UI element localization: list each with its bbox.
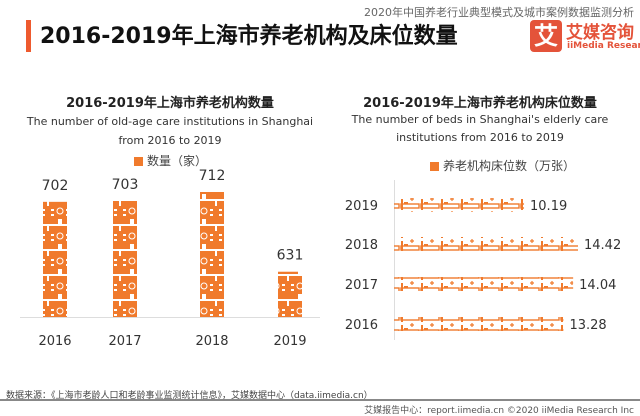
left-chart-title: 2016-2019年上海市养老机构数量 — [66, 96, 274, 111]
x-tick-label: 2017 — [108, 334, 141, 349]
logo-en: iiMedia Research — [567, 41, 640, 51]
data-label: 631 — [277, 248, 304, 264]
left-chart-subtitle-2: from 2016 to 2019 — [118, 134, 222, 147]
data-label: 14.42 — [584, 238, 621, 253]
report-name: 2020年中国养老行业典型模式及城市案例数据监测分析 — [364, 6, 634, 19]
left-chart-subtitle-1: The number of old-age care institutions … — [26, 115, 314, 128]
bar-2017 — [394, 277, 574, 291]
data-source: 数据来源：《上海市老龄人口和老龄事业监测统计信息》，艾媒数据中心（data.ii… — [6, 391, 373, 401]
data-label: 10.19 — [530, 199, 567, 214]
x-tick-label: 2016 — [38, 334, 71, 349]
x-tick-label: 2019 — [273, 334, 306, 349]
building-icon — [134, 157, 143, 166]
bar-2017 — [113, 200, 137, 317]
page-title: 2016-2019年上海市养老机构及床位数量 — [40, 24, 458, 49]
y-tick-label: 2019 — [345, 199, 378, 214]
bar-2019 — [394, 198, 525, 212]
divider — [0, 399, 640, 401]
logo: 艾 艾媒咨询 iiMedia Research — [530, 20, 640, 60]
legend-label: 数量（家） — [147, 154, 208, 168]
bar-2018 — [394, 237, 578, 251]
bar-2016 — [43, 201, 67, 317]
legend-label: 养老机构床位数（万张） — [443, 159, 576, 173]
right-chart-legend: 养老机构床位数（万张） — [430, 157, 575, 174]
logo-mark: 艾 — [530, 20, 562, 52]
data-label: 703 — [112, 177, 139, 193]
right-chart-subtitle-2: institutions from 2016 to 2019 — [396, 131, 564, 144]
y-tick-label: 2016 — [345, 318, 378, 333]
logo-cn: 艾媒咨询 — [566, 23, 634, 43]
bar-2016 — [394, 317, 564, 331]
data-label: 702 — [42, 178, 69, 194]
x-tick-label: 2018 — [195, 334, 228, 349]
title-accent-bar — [26, 20, 31, 52]
y-tick-label: 2018 — [345, 238, 378, 253]
y-tick-label: 2017 — [345, 278, 378, 293]
right-chart-subtitle-1: The number of beds in Shanghai's elderly… — [351, 113, 609, 126]
data-label: 13.28 — [569, 318, 606, 333]
left-chart-legend: 数量（家） — [134, 152, 207, 169]
footer-credit: 艾媒报告中心：report.iimedia.cn ©2020 iiMedia R… — [364, 406, 634, 416]
bar-2019 — [278, 271, 302, 317]
data-label: 712 — [199, 168, 226, 184]
data-label: 14.04 — [579, 278, 616, 293]
right-chart-title: 2016-2019年上海市养老机构床位数量 — [363, 96, 597, 111]
bed-icon — [430, 162, 439, 171]
bar-2018 — [200, 192, 224, 317]
